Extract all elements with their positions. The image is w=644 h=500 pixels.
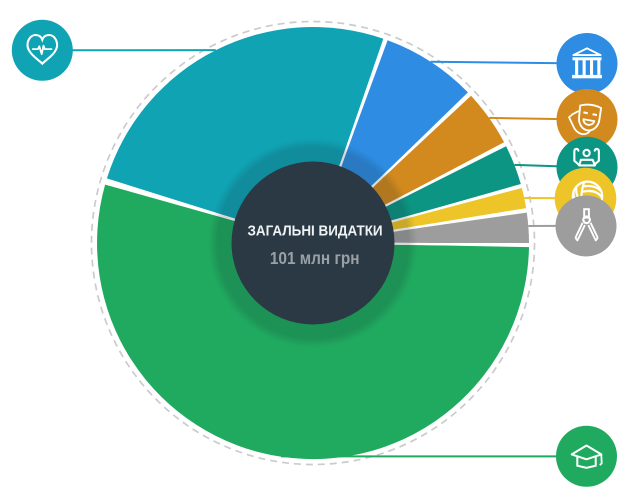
svg-text:ЗАГАЛЬНІ ВИДАТКИ: ЗАГАЛЬНІ ВИДАТКИ	[247, 223, 382, 240]
svg-text:101 млн грн: 101 млн грн	[270, 249, 360, 268]
